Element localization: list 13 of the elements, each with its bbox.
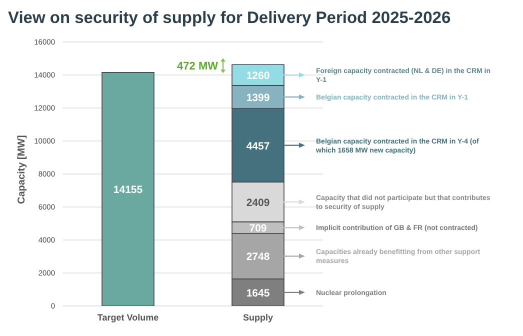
data-label: 4457 bbox=[246, 140, 270, 152]
data-label: 2409 bbox=[246, 196, 270, 209]
x-tick-label: Supply bbox=[242, 312, 274, 322]
chart-title: View on security of supply for Delivery Period 2025-2026 bbox=[8, 8, 452, 28]
y-axis-title: Capacity [MW] bbox=[16, 135, 28, 204]
annotation: 472 MW bbox=[177, 60, 219, 73]
data-label: 2748 bbox=[246, 251, 270, 264]
data-label: 1260 bbox=[246, 70, 270, 82]
data-label: 1399 bbox=[246, 92, 270, 104]
x-tick-label: Target Volume bbox=[97, 312, 159, 322]
data-label: 14155 bbox=[113, 184, 143, 196]
data-label: 709 bbox=[249, 222, 267, 235]
data-label: 1645 bbox=[246, 287, 270, 300]
